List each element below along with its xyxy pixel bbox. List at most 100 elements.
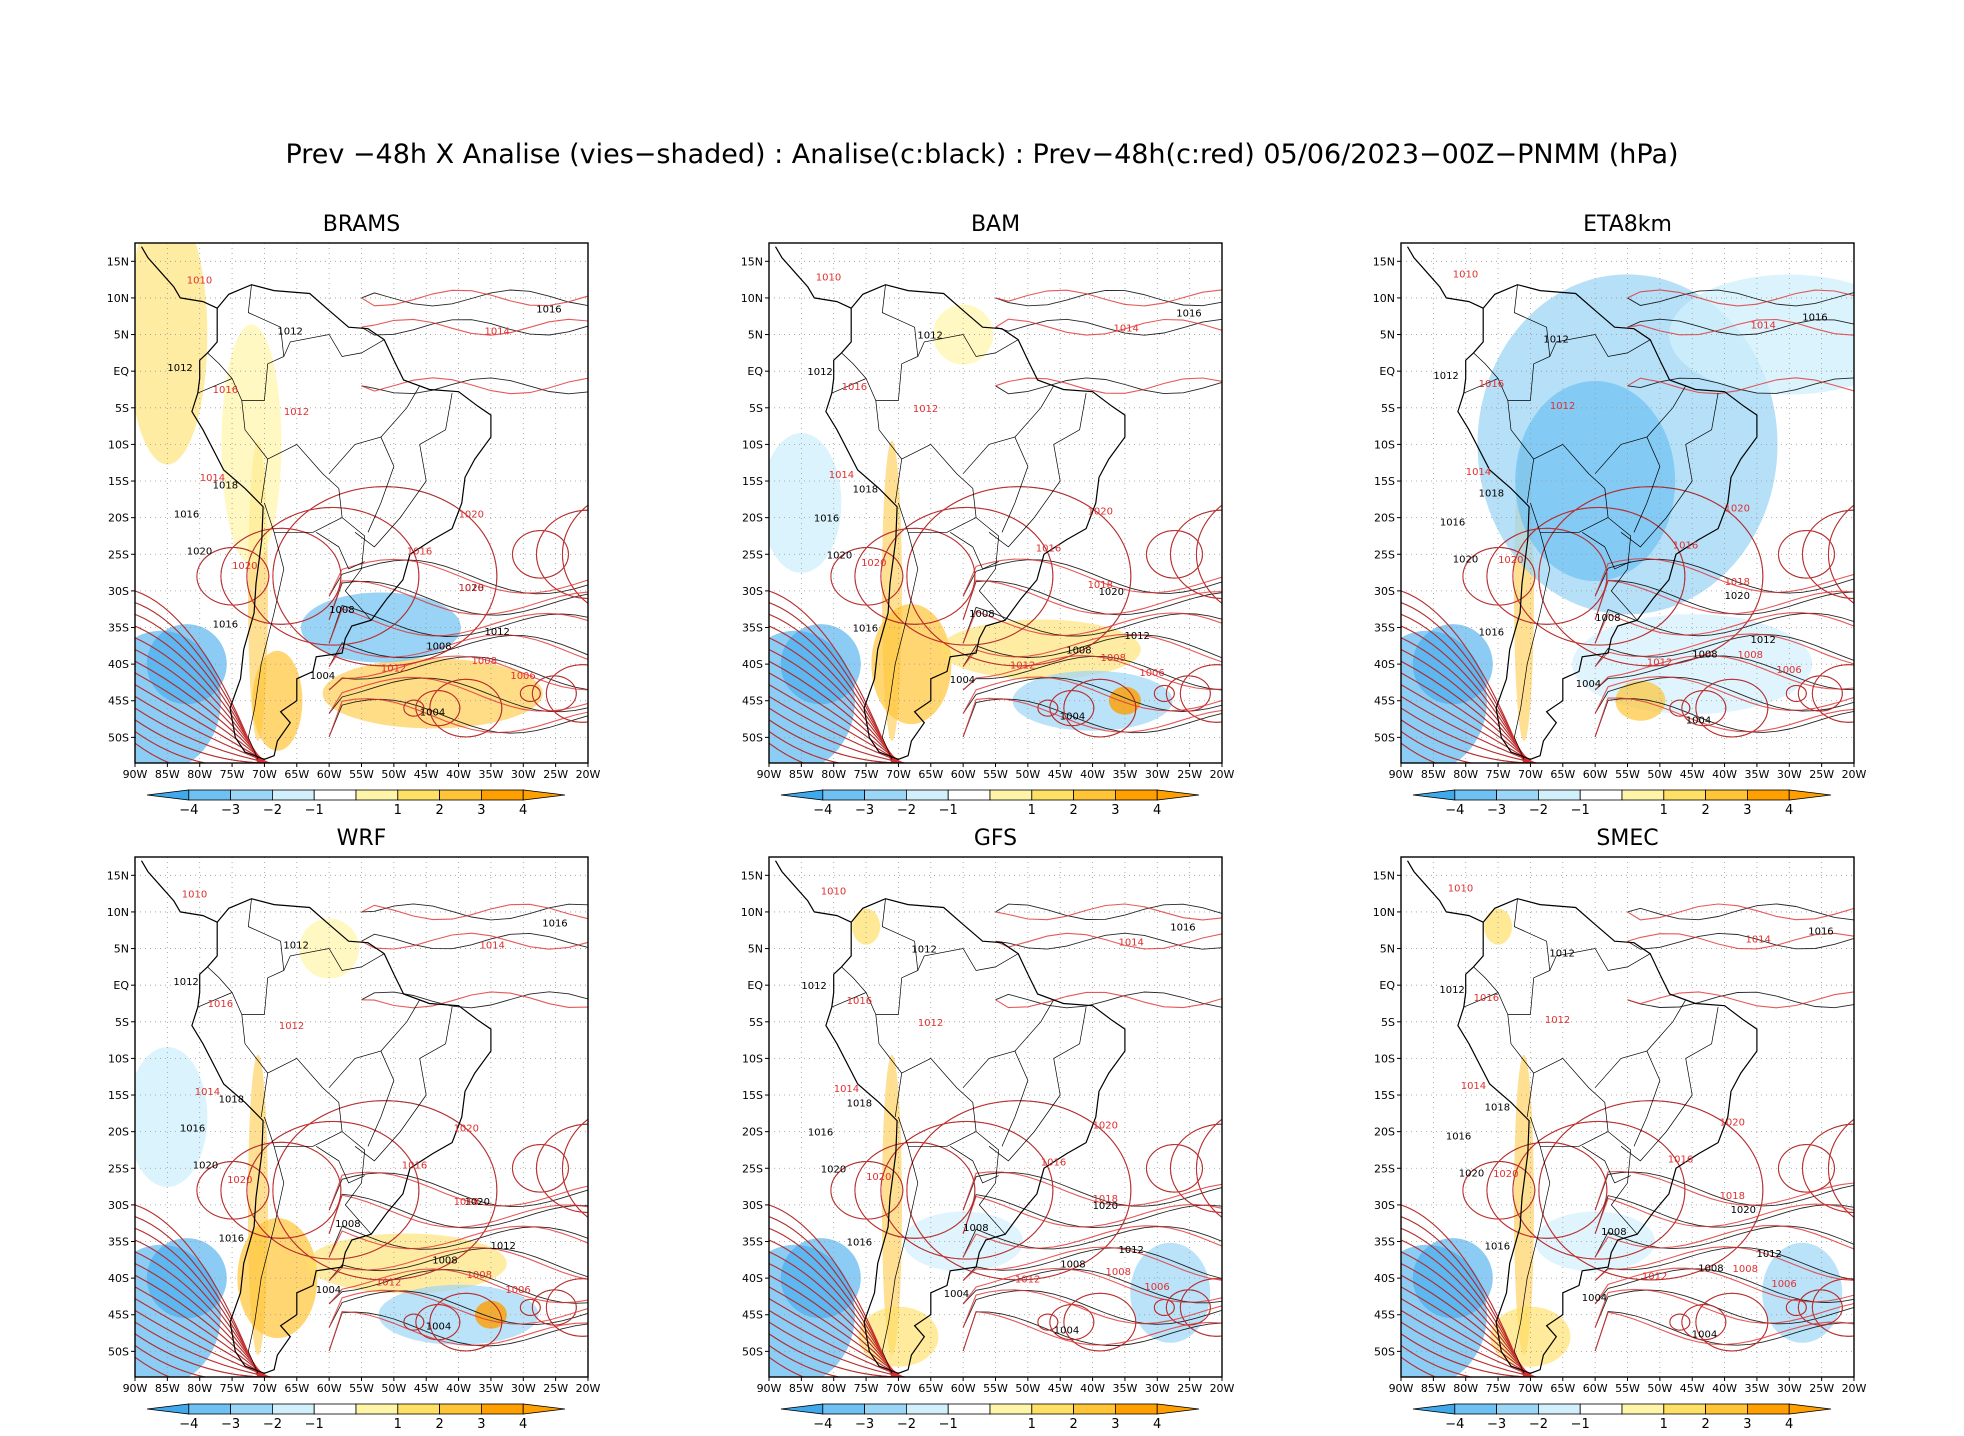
analysis-contour-label: 1012 bbox=[1543, 335, 1568, 346]
analysis-contour-label: 1016 bbox=[180, 1124, 205, 1135]
analysis-contour-label: 1008 bbox=[1060, 1259, 1085, 1270]
analysis-contour-label: 1004 bbox=[420, 707, 445, 718]
forecast-isobar bbox=[1594, 1224, 1854, 1258]
lat-tick-label: 5S bbox=[1381, 402, 1395, 415]
forecast-isobar bbox=[962, 1267, 1222, 1305]
country-border bbox=[267, 1057, 372, 1235]
analysis-isobar bbox=[962, 1194, 1222, 1234]
forecast-contour-label: 1016 bbox=[1673, 540, 1698, 551]
colorbar-tick-label: −4 bbox=[1445, 1417, 1464, 1432]
colorbar-tick-label: 4 bbox=[1785, 803, 1793, 818]
lon-tick-label: 60W bbox=[1583, 1382, 1608, 1395]
colorbar-tick-label: 4 bbox=[519, 803, 527, 818]
analysis-contour-label: 1016 bbox=[1170, 923, 1195, 934]
lon-tick-label: 50W bbox=[1015, 1382, 1040, 1395]
colorbar-swatch bbox=[1496, 789, 1539, 801]
colorbar-tick-label: 1 bbox=[1028, 1417, 1036, 1432]
lon-tick-label: 30W bbox=[1145, 768, 1170, 781]
analysis-isobar bbox=[1594, 558, 1854, 597]
colorbar-tick-label: 3 bbox=[477, 1417, 485, 1432]
forecast-isobar bbox=[995, 932, 1222, 950]
forecast-contour-label: 1008 bbox=[1738, 650, 1763, 661]
analysis-contour-label: 1008 bbox=[432, 1255, 457, 1266]
analysis-isobar bbox=[995, 318, 1222, 336]
analysis-isobar bbox=[1627, 991, 1854, 1009]
forecast-isobar bbox=[769, 602, 894, 763]
forecast-isobar bbox=[1401, 1356, 1541, 1377]
colorbar-swatch bbox=[1073, 789, 1116, 801]
lat-tick-label: 15S bbox=[742, 475, 763, 488]
analysis-isobar bbox=[328, 581, 588, 620]
forecast-isobar bbox=[769, 695, 904, 763]
country-border bbox=[1582, 1146, 1631, 1184]
analysis-isobar bbox=[1594, 1171, 1854, 1211]
colorbar-tick-label: −2 bbox=[263, 803, 282, 818]
forecast-isobar bbox=[962, 558, 1222, 597]
colorbar-swatch bbox=[1156, 1403, 1200, 1415]
forecast-contour-label: 1010 bbox=[816, 272, 841, 283]
colorbar-tick-label: −2 bbox=[263, 1417, 282, 1432]
forecast-isobar bbox=[769, 1298, 903, 1377]
lat-tick-label: 50S bbox=[742, 731, 763, 744]
lon-tick-label: 75W bbox=[1486, 768, 1511, 781]
forecast-isobar bbox=[1401, 731, 1540, 763]
lon-tick-label: 35W bbox=[1112, 1382, 1137, 1395]
forecast-isobar bbox=[1785, 684, 1807, 703]
forecast-contour-label: 1008 bbox=[1101, 653, 1126, 664]
lon-tick-label: 85W bbox=[155, 768, 180, 781]
analysis-contour-label: 1016 bbox=[1479, 628, 1504, 639]
forecast-isobar bbox=[545, 664, 588, 723]
forecast-isobar bbox=[906, 1100, 1132, 1281]
forecast-contour-label: 1020 bbox=[1093, 1121, 1118, 1132]
forecast-isobar bbox=[1486, 1141, 1608, 1239]
colorbar-swatch bbox=[480, 789, 524, 801]
forecast-isobar bbox=[1594, 697, 1854, 738]
colorbar-swatch bbox=[1114, 789, 1158, 801]
isobars bbox=[1401, 903, 1854, 1377]
panel-title: ETA8km bbox=[1583, 212, 1672, 237]
analysis-isobar bbox=[995, 903, 1222, 920]
analysis-isobar bbox=[1594, 655, 1854, 691]
country-border bbox=[1513, 1116, 1551, 1374]
colorbar-tick-label: −4 bbox=[813, 1417, 832, 1432]
isobars bbox=[769, 289, 1222, 763]
lat-tick-label: 45S bbox=[108, 695, 129, 708]
forecast-isobar bbox=[429, 678, 503, 738]
forecast-isobar bbox=[135, 1345, 274, 1377]
forecast-contour-label: 1012 bbox=[1545, 1015, 1570, 1026]
lat-tick-label: 10N bbox=[1373, 906, 1395, 919]
colorbar-tick-label: 4 bbox=[1153, 803, 1161, 818]
lat-tick-label: 15N bbox=[107, 255, 129, 268]
forecast-isobar bbox=[962, 633, 1222, 667]
analysis-isobar bbox=[995, 932, 1222, 950]
colorbar-swatch bbox=[1156, 789, 1200, 801]
forecast-contour-label: 1014 bbox=[1466, 467, 1491, 478]
forecast-isobar bbox=[519, 1298, 541, 1317]
country-border bbox=[354, 1007, 453, 1162]
analysis-contour-label: 1016 bbox=[174, 510, 199, 521]
bias-patch bbox=[903, 1211, 1024, 1272]
colorbar-swatch bbox=[230, 789, 273, 801]
bias-patch bbox=[852, 908, 881, 945]
forecast-contour-label: 1014 bbox=[1118, 938, 1143, 949]
country-border bbox=[881, 284, 919, 357]
panels: BRAMS 1016 1008 1012 1020 1012 1016 1020 1004 100… bbox=[107, 212, 1867, 1432]
lon-tick-label: 65W bbox=[284, 1382, 309, 1395]
colorbar: −4 −3 −2 −1 1 2 3 4 bbox=[780, 1403, 1200, 1432]
colorbar-swatch bbox=[188, 1403, 231, 1415]
analysis-isobar bbox=[962, 559, 1222, 597]
forecast-isobar bbox=[769, 1274, 901, 1377]
analysis-isobar bbox=[1594, 1225, 1854, 1258]
lat-tick-label: 15S bbox=[108, 475, 129, 488]
lon-tick-label: 75W bbox=[220, 1382, 245, 1395]
lat-tick-label: 5S bbox=[749, 402, 763, 415]
analysis-isobar bbox=[361, 289, 588, 307]
colorbar-tick-label: −4 bbox=[813, 803, 832, 818]
country-border bbox=[207, 966, 233, 993]
analysis-contour-label: 1016 bbox=[219, 1234, 244, 1245]
forecast-isobar bbox=[1695, 1292, 1769, 1352]
forecast-isobar bbox=[962, 1171, 1222, 1211]
lon-tick-label: 85W bbox=[789, 768, 814, 781]
lat-tick-label: 50S bbox=[742, 1345, 763, 1358]
lon-tick-label: 60W bbox=[1583, 768, 1608, 781]
